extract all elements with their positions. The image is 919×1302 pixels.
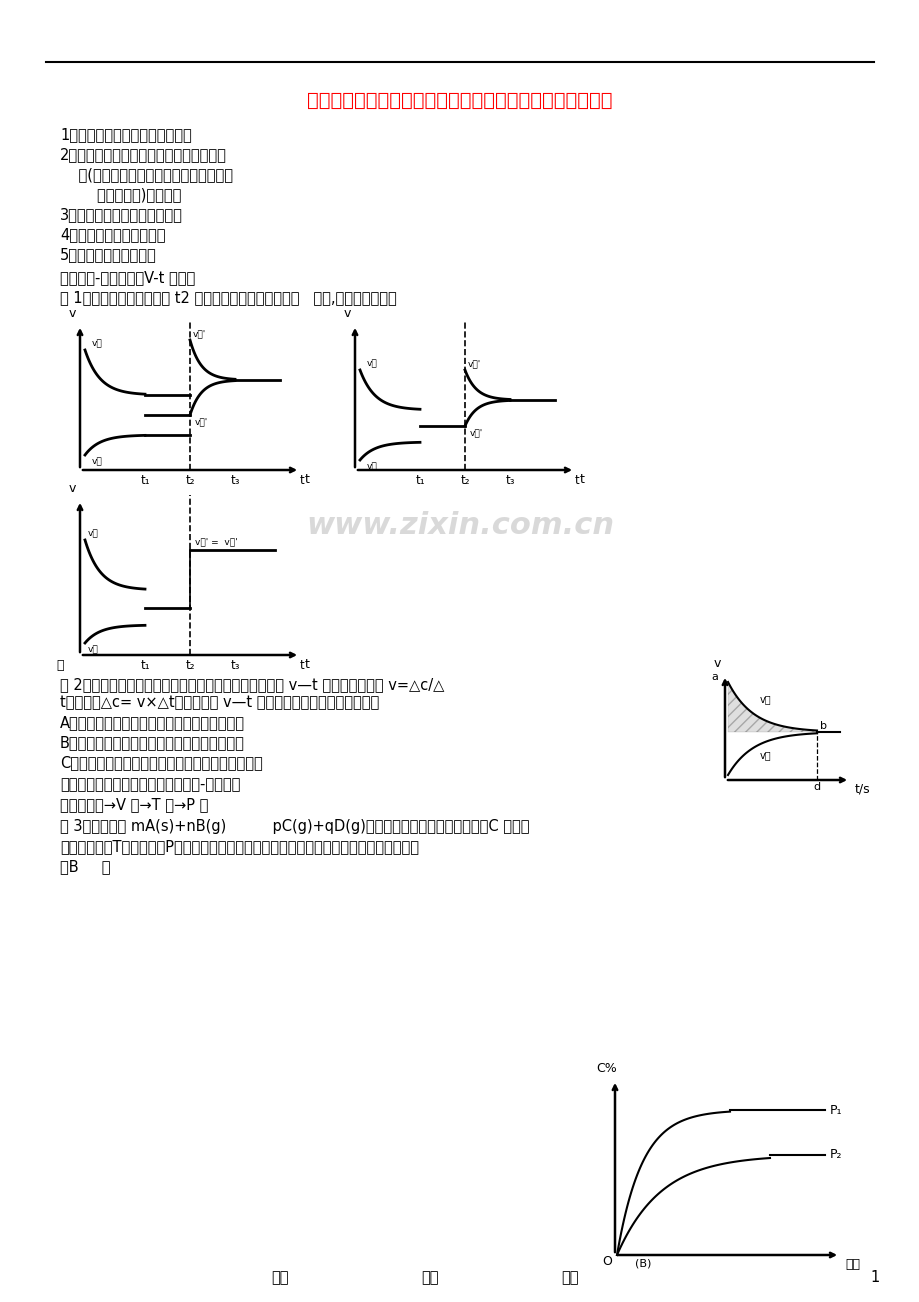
Text: v正: v正 bbox=[759, 694, 771, 704]
Text: 5、看是否需要辅助线。: 5、看是否需要辅助线。 bbox=[60, 247, 156, 263]
Text: 先拐先平衡→V 大→T 高→P 大: 先拐先平衡→V 大→T 高→P 大 bbox=[60, 798, 208, 812]
Text: v: v bbox=[343, 307, 350, 320]
Text: v: v bbox=[68, 482, 75, 495]
Text: v正: v正 bbox=[92, 339, 103, 348]
Text: 1: 1 bbox=[869, 1269, 879, 1285]
Text: 线的交叉点)的意义。: 线的交叉点)的意义。 bbox=[60, 187, 181, 203]
Text: 例 1、判断下列图象中时间 t2 时可能发生了哪一种变化？   分析,平衡移动情况。: 例 1、判断下列图象中时间 t2 时可能发生了哪一种变化？ 分析,平衡移动情况。 bbox=[60, 290, 396, 306]
Text: t₃: t₃ bbox=[230, 474, 240, 487]
Text: C%: C% bbox=[596, 1062, 617, 1075]
Text: t/s: t/s bbox=[854, 783, 869, 796]
Text: a: a bbox=[710, 672, 717, 682]
Text: www.zixin.com.cn: www.zixin.com.cn bbox=[306, 510, 613, 539]
Text: v逆: v逆 bbox=[367, 462, 378, 471]
Text: v逆': v逆' bbox=[470, 428, 482, 437]
Text: （B     ）: （B ） bbox=[60, 859, 110, 875]
Text: 1、弄清横坐标和纵坐标的意义。: 1、弄清横坐标和纵坐标的意义。 bbox=[60, 128, 191, 142]
Text: 点(如与坐标轴的交点、转折点、几条曲: 点(如与坐标轴的交点、转折点、几条曲 bbox=[60, 168, 233, 182]
Text: v正': v正' bbox=[468, 359, 481, 368]
Text: 河北省元氏一中高二化学《解化学平衡图像题的技巧》练习: 河北省元氏一中高二化学《解化学平衡图像题的技巧》练习 bbox=[307, 91, 612, 109]
Text: v逆: v逆 bbox=[759, 750, 771, 760]
Text: v正: v正 bbox=[88, 529, 98, 538]
Text: t₃: t₃ bbox=[505, 474, 515, 487]
Text: t₂: t₂ bbox=[185, 659, 195, 672]
Text: A、从反应开始到平衡时，该反应物的消耗浓度: A、从反应开始到平衡时，该反应物的消耗浓度 bbox=[60, 716, 244, 730]
Text: t₃: t₃ bbox=[230, 659, 240, 672]
Text: (B): (B) bbox=[634, 1259, 651, 1269]
Text: 例 3、可逆反应 mA(s)+nB(g)          pC(g)+qD(g)。反应中，当其它条件不变时，C 的质量: 例 3、可逆反应 mA(s)+nB(g) pC(g)+qD(g)。反应中，当其它… bbox=[60, 819, 529, 835]
Text: t₁: t₁ bbox=[140, 474, 150, 487]
Text: v逆': v逆' bbox=[195, 417, 208, 426]
Text: 用心: 用心 bbox=[271, 1269, 289, 1285]
Text: t₂: t₂ bbox=[185, 474, 195, 487]
Text: t: t bbox=[579, 473, 584, 486]
Text: 4、弄清图像斜率的大小。: 4、弄清图像斜率的大小。 bbox=[60, 228, 165, 242]
Text: 例 2、下图表示某可逆反应达到平衡过程中某一反应物的 v—t 图象，我们知道 v=△c/△: 例 2、下图表示某可逆反应达到平衡过程中某一反应物的 v—t 图象，我们知道 v… bbox=[60, 677, 444, 693]
Text: 2、弄清图像上点的意义，特别是一些特殊: 2、弄清图像上点的意义，特别是一些特殊 bbox=[60, 147, 227, 163]
Text: t₂: t₂ bbox=[460, 474, 470, 487]
Text: 二、转化率（或产率、百分含量等）-时间图象: 二、转化率（或产率、百分含量等）-时间图象 bbox=[60, 777, 240, 793]
Text: v正' =  v逆': v正' = v逆' bbox=[195, 536, 237, 546]
Text: v: v bbox=[68, 307, 75, 320]
Text: b: b bbox=[819, 721, 826, 730]
Text: v: v bbox=[712, 658, 720, 671]
Text: v正': v正' bbox=[193, 329, 206, 339]
Text: v逆: v逆 bbox=[92, 457, 103, 466]
Text: t: t bbox=[305, 473, 310, 486]
Text: t: t bbox=[574, 474, 579, 487]
Text: 时间: 时间 bbox=[844, 1258, 859, 1271]
Text: 爱心: 爱心 bbox=[421, 1269, 438, 1285]
Text: O: O bbox=[601, 1255, 611, 1268]
Text: 一、速率-时间图象（V-t 图象）: 一、速率-时间图象（V-t 图象） bbox=[60, 271, 195, 285]
Text: t₁: t₁ bbox=[140, 659, 150, 672]
Text: P₁: P₁ bbox=[829, 1104, 842, 1117]
Text: C、从反应开始到平衡时，该反应物实际减小的浓度: C、从反应开始到平衡时，该反应物实际减小的浓度 bbox=[60, 755, 263, 771]
Text: v逆: v逆 bbox=[88, 644, 98, 654]
Text: t；反之，△c= v×△t。请问下列 v—t 图象中的阴影面积表示的意义是: t；反之，△c= v×△t。请问下列 v—t 图象中的阴影面积表示的意义是 bbox=[60, 695, 379, 711]
Text: t₁: t₁ bbox=[414, 474, 425, 487]
Text: （: （ bbox=[56, 659, 63, 672]
Text: v正: v正 bbox=[367, 359, 378, 368]
Text: 专心: 专心 bbox=[561, 1269, 578, 1285]
Text: 3、弄清图像所示的增、减性。: 3、弄清图像所示的增、减性。 bbox=[60, 207, 183, 223]
Text: P₂: P₂ bbox=[829, 1148, 842, 1161]
Text: t: t bbox=[305, 658, 310, 671]
Text: d: d bbox=[812, 783, 820, 792]
Text: t: t bbox=[300, 659, 304, 672]
Text: t: t bbox=[300, 474, 304, 487]
Text: 分数与温度（T）和压强（P）的关系如上图，根据图中曲线分析，判断下列叙述中正确的是: 分数与温度（T）和压强（P）的关系如上图，根据图中曲线分析，判断下列叙述中正确的… bbox=[60, 840, 418, 854]
Text: B、从反应开始到平衡时，该反应物的生成浓度: B、从反应开始到平衡时，该反应物的生成浓度 bbox=[60, 736, 244, 750]
